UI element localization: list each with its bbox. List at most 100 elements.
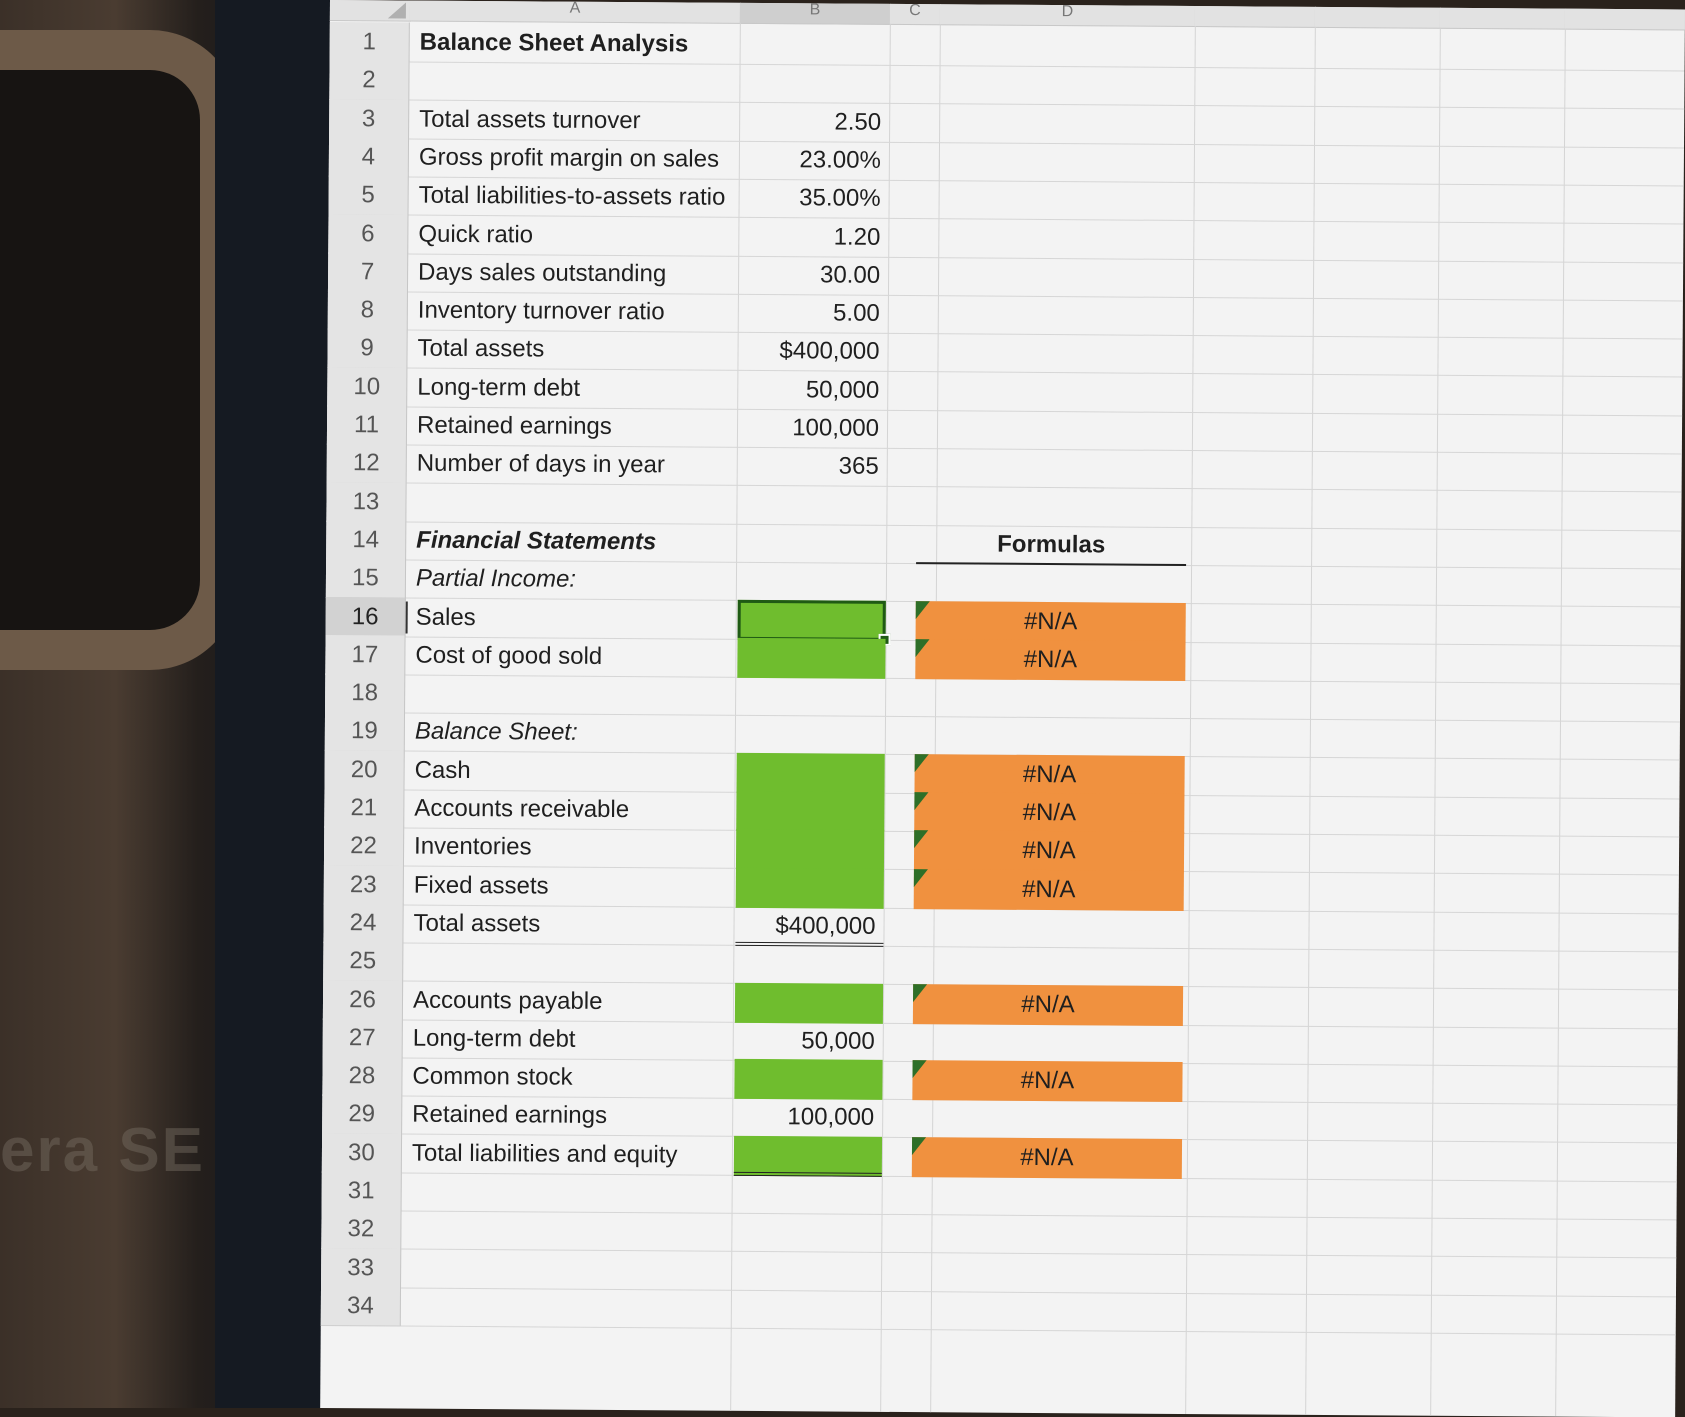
formula-cell[interactable]: #N/A: [914, 792, 1185, 834]
cell-value[interactable]: [733, 1135, 883, 1177]
formula-cell[interactable]: #N/A: [915, 600, 1186, 643]
row-number[interactable]: 5: [328, 175, 409, 216]
cell-value[interactable]: [738, 561, 886, 602]
formula-cell[interactable]: [916, 562, 1186, 604]
row-number[interactable]: 11: [326, 404, 408, 446]
row-number[interactable]: 9: [327, 328, 408, 369]
cell-label[interactable]: Balance Sheet:: [414, 718, 578, 747]
formula-cell[interactable]: [913, 945, 1183, 987]
cell-value[interactable]: [737, 714, 885, 755]
row-number[interactable]: 25: [323, 941, 404, 982]
row-number[interactable]: 33: [321, 1247, 402, 1289]
formulas-header[interactable]: Formulas: [916, 523, 1187, 566]
cell-value[interactable]: $400,000: [735, 905, 884, 947]
select-all-corner[interactable]: [329, 0, 411, 22]
cell-value[interactable]: 1.20: [740, 216, 888, 257]
cell-value[interactable]: [741, 63, 889, 104]
error-indicator-icon[interactable]: [914, 830, 929, 849]
cell-label[interactable]: Inventory turnover ratio: [417, 296, 665, 326]
formula-cell[interactable]: [913, 907, 1183, 949]
cell-value[interactable]: [737, 676, 885, 717]
formula-cell[interactable]: [913, 1022, 1183, 1064]
cell-value[interactable]: [736, 752, 885, 794]
cell-value[interactable]: [736, 790, 885, 832]
row-number[interactable]: 12: [326, 443, 407, 484]
cell-value[interactable]: $400,000: [739, 331, 887, 372]
cell-label[interactable]: Financial Statements: [416, 526, 657, 556]
cell-label[interactable]: [411, 61, 741, 103]
formula-cell[interactable]: [920, 26, 1190, 68]
row-number[interactable]: 27: [322, 1017, 403, 1059]
row-number[interactable]: 6: [328, 213, 409, 255]
error-indicator-icon[interactable]: [915, 638, 930, 657]
row-number[interactable]: 29: [322, 1094, 403, 1135]
row-number[interactable]: 17: [325, 634, 406, 676]
column-header-d[interactable]: D: [939, 4, 1196, 28]
formula-cell[interactable]: [917, 409, 1187, 451]
cell-value[interactable]: 50,000: [735, 1021, 883, 1062]
formula-cell[interactable]: [919, 64, 1189, 106]
column-header-g[interactable]: [1439, 7, 1566, 30]
row-number[interactable]: 18: [325, 673, 406, 714]
row-number[interactable]: 15: [325, 558, 407, 599]
formula-cell[interactable]: [919, 141, 1189, 183]
row-number[interactable]: 23: [323, 864, 404, 906]
formula-cell[interactable]: #N/A: [911, 1136, 1183, 1179]
row-number[interactable]: 3: [329, 98, 410, 140]
cell-value[interactable]: [734, 1058, 883, 1100]
cell-label[interactable]: [404, 1172, 734, 1214]
column-header-f[interactable]: [1314, 6, 1441, 29]
row-number[interactable]: 14: [326, 519, 407, 561]
formula-cell[interactable]: #N/A: [915, 638, 1186, 681]
cell-value[interactable]: [734, 982, 884, 1024]
row-number[interactable]: 21: [324, 787, 405, 829]
cell-value[interactable]: 50,000: [739, 370, 887, 411]
cell-label[interactable]: Retained earnings: [412, 1100, 608, 1130]
cell-value[interactable]: [735, 829, 885, 871]
formula-cell[interactable]: [918, 294, 1188, 336]
formula-cell[interactable]: [918, 256, 1188, 298]
cell-label[interactable]: [405, 942, 735, 984]
formula-cell[interactable]: [915, 677, 1185, 719]
row-number[interactable]: 32: [321, 1209, 402, 1250]
cell-label[interactable]: Long-term debt: [412, 1024, 576, 1053]
error-indicator-icon[interactable]: [913, 983, 928, 1002]
cell-value[interactable]: [734, 1174, 882, 1215]
error-indicator-icon[interactable]: [911, 1136, 927, 1155]
row-number[interactable]: 31: [321, 1170, 402, 1212]
formula-cell[interactable]: [912, 1098, 1182, 1140]
cell-value[interactable]: 23.00%: [741, 140, 889, 181]
cell-label[interactable]: Retained earnings: [416, 411, 612, 440]
row-number[interactable]: 30: [321, 1132, 403, 1174]
cell-value[interactable]: [737, 637, 886, 679]
cell-value[interactable]: [738, 523, 886, 564]
cell-value[interactable]: 100,000: [739, 408, 887, 449]
cell-label[interactable]: Cash: [414, 756, 471, 784]
cell-value[interactable]: [733, 1212, 881, 1253]
column-header-a[interactable]: A: [409, 0, 741, 24]
cell-label[interactable]: Total liabilities and equity: [411, 1139, 678, 1169]
formula-cell[interactable]: [911, 1290, 1181, 1332]
formula-cell[interactable]: [911, 1252, 1181, 1294]
formula-cell[interactable]: #N/A: [913, 830, 1185, 873]
cell-value[interactable]: 365: [739, 446, 887, 487]
formula-cell[interactable]: #N/A: [912, 1060, 1183, 1103]
cell-label[interactable]: [403, 1248, 733, 1290]
cell-value[interactable]: [737, 599, 891, 646]
cell-label[interactable]: Number of days in year: [416, 449, 665, 479]
row-number[interactable]: 19: [324, 711, 406, 752]
formula-cell[interactable]: [911, 1213, 1181, 1255]
cell-label[interactable]: Accounts receivable: [414, 794, 630, 824]
cell-label[interactable]: Fixed assets: [413, 871, 549, 900]
formula-cell[interactable]: [918, 179, 1188, 221]
formula-cell[interactable]: #N/A: [912, 983, 1184, 1026]
row-number[interactable]: 20: [324, 749, 405, 791]
cell-value[interactable]: 2.50: [741, 101, 889, 142]
cell-label[interactable]: Total assets: [417, 335, 545, 363]
cell-label[interactable]: Cost of good sold: [415, 641, 603, 670]
error-indicator-icon[interactable]: [912, 1060, 927, 1079]
cell-value[interactable]: [735, 867, 884, 909]
cell-label[interactable]: Long-term debt: [417, 373, 581, 402]
error-indicator-icon[interactable]: [914, 753, 929, 772]
cell-label[interactable]: Total assets: [413, 909, 541, 938]
